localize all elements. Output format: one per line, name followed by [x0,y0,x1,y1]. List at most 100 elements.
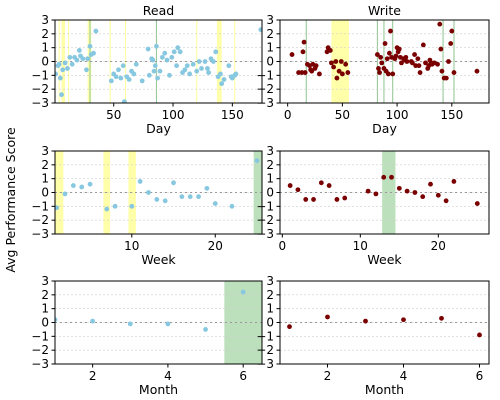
data-point [451,70,457,75]
data-point [302,70,308,75]
data-point [423,60,428,66]
data-point [175,45,181,51]
data-point [437,21,443,27]
data-point [165,321,171,327]
data-point [159,54,165,60]
data-point [365,188,371,194]
data-point [121,99,127,103]
data-point [104,206,110,212]
highlight-band [87,20,92,103]
y-tick-label: −2 [256,213,274,227]
data-point [129,203,135,209]
data-point [401,317,406,323]
data-point [70,183,76,188]
data-point [126,77,132,82]
data-point [146,190,151,195]
y-tick-label: 1 [41,302,49,316]
data-point [417,70,423,75]
data-point [313,63,319,69]
data-point [139,78,145,84]
data-point [204,185,210,191]
data-point [120,63,126,69]
data-point [87,181,93,187]
y-tick-label: 2 [266,158,274,172]
y-tick-label: −1 [256,199,274,213]
data-point [233,71,239,77]
data-point [287,324,292,330]
y-tick-label: −2 [31,213,49,227]
data-point [318,180,324,186]
data-point [116,67,121,73]
data-point [190,61,196,67]
y-tick-label: 0 [41,55,49,69]
data-point [296,70,302,75]
data-point [334,75,340,81]
data-point [378,54,384,60]
data-point [389,174,394,180]
y-tick-label: −3 [31,96,49,110]
data-point [338,59,344,64]
x-tick-label: 6 [239,369,247,383]
data-point [157,68,163,74]
x-tick-label: 20 [208,239,223,253]
data-point [287,183,293,188]
x-tick-label: 2 [89,369,97,383]
x-tick-label: 2 [324,369,332,383]
y-tick-label: 1 [266,302,274,316]
data-point [218,71,223,77]
y-tick-label: 0 [266,316,274,330]
y-tick-label: 2 [41,27,49,41]
data-point [295,187,301,193]
data-point [203,327,208,332]
panel-title: Write [368,3,401,18]
x-tick-label: 150 [440,108,463,122]
y-tick-label: 0 [41,316,49,330]
data-point [174,63,179,69]
data-point [446,59,451,64]
data-point [150,57,156,63]
x-axis-label: Day [372,121,397,136]
data-point [443,75,449,81]
data-point [448,41,454,46]
data-point [57,75,63,81]
x-tick-label: 20 [431,239,446,253]
y-tick-label: 3 [41,274,49,288]
data-point [171,49,177,55]
y-tick-label: −3 [31,227,49,241]
data-point [439,315,444,321]
data-point [131,71,137,77]
x-tick-label: 4 [400,369,408,383]
data-point [184,63,190,69]
data-point [154,43,159,49]
data-point [79,184,85,190]
data-point [435,192,441,198]
y-tick-label: −2 [256,82,274,96]
data-point [415,56,421,62]
data-point [118,75,124,81]
data-point [213,49,219,55]
data-point [93,28,99,34]
y-tick-label: 2 [41,158,49,172]
data-point [258,27,262,33]
data-point [108,78,114,84]
data-point [343,61,349,67]
data-point [299,70,305,75]
data-point [325,314,330,320]
y-tick-label: −1 [256,329,274,343]
data-point [331,64,337,70]
y-tick-label: −2 [31,343,49,357]
y-tick-label: 1 [41,41,49,55]
y-tick-label: −1 [31,329,49,343]
data-point [404,59,410,64]
y-tick-label: 1 [266,172,274,186]
data-point [329,60,334,66]
data-point [363,318,368,324]
data-point [373,191,379,197]
data-point [316,71,322,77]
data-point [420,42,426,48]
data-point [196,194,201,200]
data-point [326,183,332,188]
